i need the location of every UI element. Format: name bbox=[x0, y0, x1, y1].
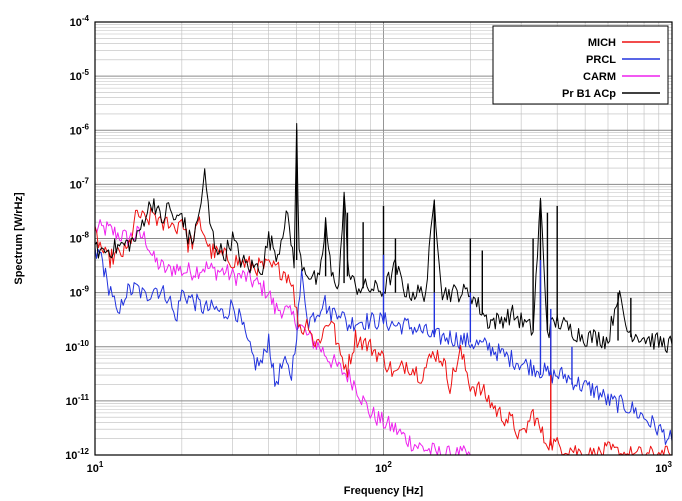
y-tick-label: 10-4 bbox=[70, 14, 90, 29]
x-tick-label: 101 bbox=[87, 460, 104, 475]
x-axis-label: Frequency [Hz] bbox=[344, 485, 424, 497]
y-tick-label: 10-8 bbox=[70, 231, 90, 246]
x-tick-labels: 101 102 103 bbox=[87, 460, 673, 475]
x-tick-label: 102 bbox=[375, 460, 392, 475]
legend-label: Pr B1 ACp bbox=[562, 88, 616, 100]
plot-frame bbox=[94, 21, 673, 456]
x-tick-label: 103 bbox=[655, 460, 672, 475]
y-tick-label: 10-6 bbox=[70, 122, 90, 137]
y-tick-label: 10-7 bbox=[70, 176, 90, 191]
legend-label: CARM bbox=[583, 71, 616, 83]
y-axis-label: Spectrum [W/rHz] bbox=[13, 192, 25, 285]
y-tick-label: 10-12 bbox=[65, 447, 89, 462]
series-line-prcl bbox=[94, 247, 673, 445]
legend-label: MICH bbox=[588, 37, 616, 49]
y-tick-label: 10-5 bbox=[70, 68, 90, 83]
legend: MICH PRCL CARM Pr B1 ACp bbox=[492, 25, 669, 105]
y-tick-label: 10-11 bbox=[66, 393, 90, 408]
series-line-carm bbox=[94, 219, 471, 456]
legend-box bbox=[492, 25, 669, 105]
legend-label: PRCL bbox=[586, 54, 616, 66]
series-line-pr-b1-acp bbox=[94, 123, 673, 354]
plot-series bbox=[94, 123, 673, 456]
y-tick-labels: 10-4 10-5 10-6 10-7 10-8 10-9 10-10 10-11 10-12 bbox=[65, 14, 89, 462]
y-tick-label: 10-10 bbox=[65, 339, 89, 354]
y-tick-label: 10-9 bbox=[70, 285, 90, 300]
